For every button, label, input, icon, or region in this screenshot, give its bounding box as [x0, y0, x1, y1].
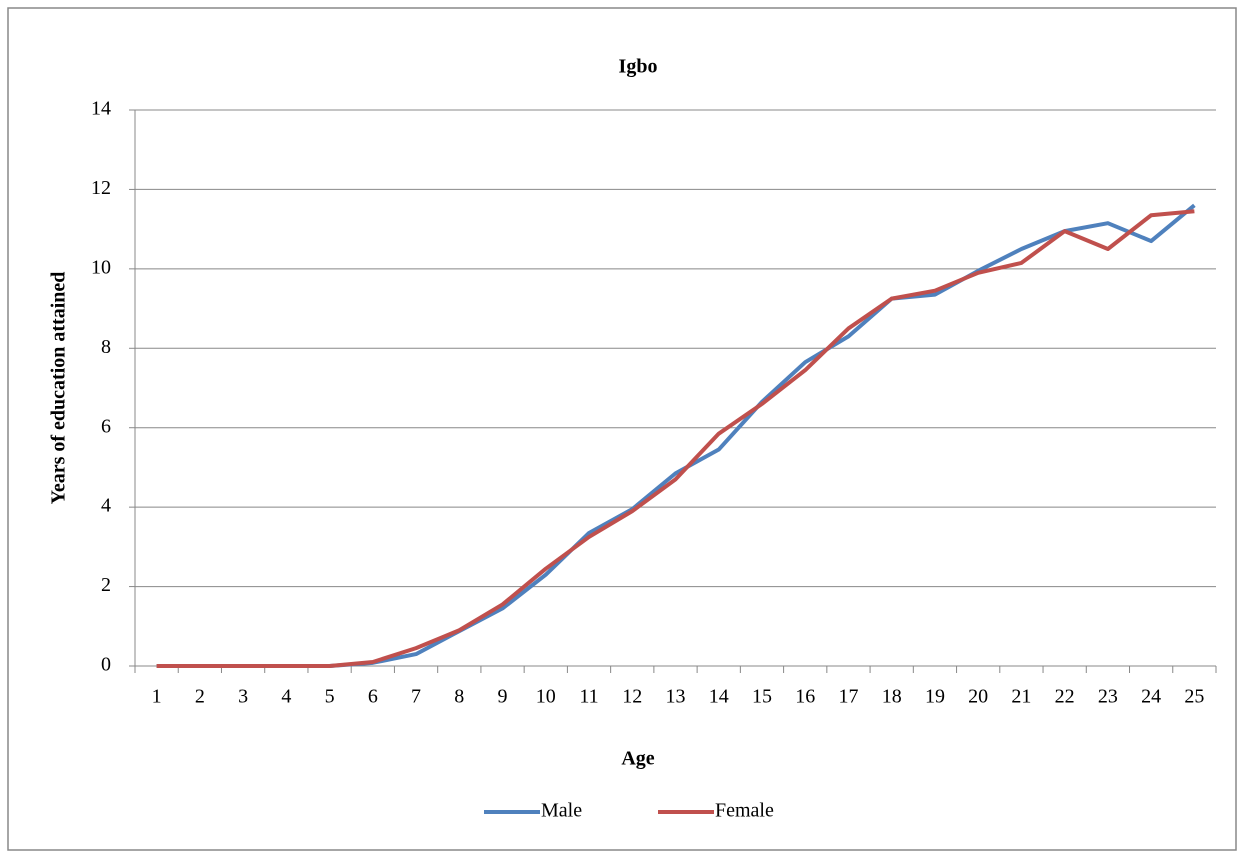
legend-label: Female	[715, 800, 774, 822]
y-tick-label: 12	[91, 177, 111, 199]
y-tick-label: 6	[101, 415, 111, 437]
x-tick-label: 20	[968, 686, 988, 708]
x-tick-label: 13	[666, 686, 686, 708]
x-tick-label: 23	[1098, 686, 1118, 708]
x-tick-label: 18	[882, 686, 902, 708]
x-tick-label: 15	[752, 686, 772, 708]
x-tick-label: 7	[411, 686, 421, 708]
x-tick-label: 22	[1055, 686, 1075, 708]
x-tick-label: 16	[795, 686, 815, 708]
x-tick-label: 10	[536, 686, 556, 708]
y-tick-label: 0	[101, 654, 111, 676]
x-tick-label: 5	[325, 686, 335, 708]
x-tick-label: 24	[1141, 686, 1161, 708]
y-tick-label: 8	[101, 336, 111, 358]
x-tick-label: 17	[838, 686, 858, 708]
x-tick-label: 2	[195, 686, 205, 708]
x-tick-label: 1	[152, 686, 162, 708]
x-tick-label: 3	[238, 686, 248, 708]
x-axis-title: Age	[621, 748, 654, 770]
x-tick-label: 12	[622, 686, 642, 708]
chart-border	[7, 7, 1237, 851]
y-tick-label: 2	[101, 574, 111, 596]
x-tick-label: 21	[1011, 686, 1031, 708]
x-tick-label: 9	[498, 686, 508, 708]
x-tick-label: 19	[925, 686, 945, 708]
x-tick-label: 14	[709, 686, 729, 708]
x-tick-label: 8	[454, 686, 464, 708]
x-tick-label: 11	[579, 686, 598, 708]
y-tick-label: 14	[91, 98, 111, 120]
x-tick-label: 25	[1184, 686, 1204, 708]
x-tick-label: 6	[368, 686, 378, 708]
x-tick-label: 4	[281, 686, 291, 708]
series-line	[156, 209, 1195, 668]
chart-title: Igbo	[619, 56, 658, 78]
y-tick-label: 10	[91, 256, 111, 278]
y-axis-title: Years of education attained	[48, 272, 70, 505]
legend-label: Male	[541, 800, 582, 822]
y-tick-label: 4	[101, 495, 111, 517]
